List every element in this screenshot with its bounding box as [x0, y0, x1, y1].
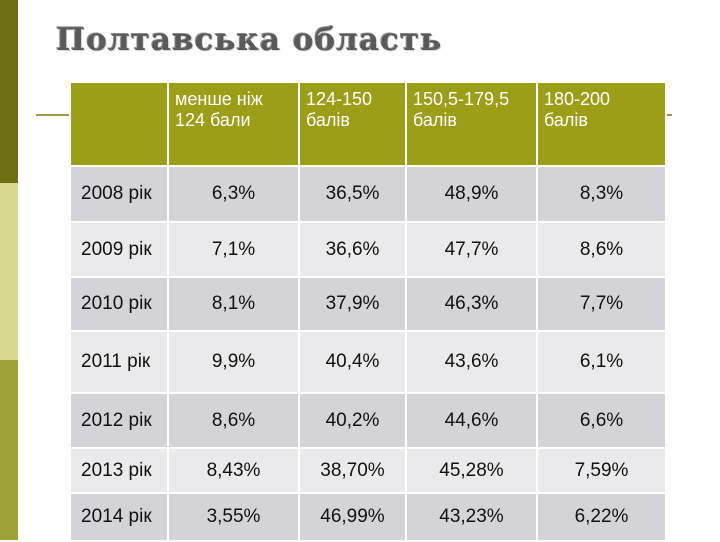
- table-cell: 8,6%: [167, 392, 300, 449]
- decorative-stripe-middle: [0, 183, 18, 360]
- table-row: 2012 рік 8,6% 40,2% 44,6% 6,6%: [69, 392, 667, 449]
- table-cell: 8,1%: [167, 276, 300, 332]
- results-table: менше ніж 124 бали 124-150 балів 150,5-1…: [69, 81, 667, 542]
- decorative-stripe-top: [0, 0, 18, 183]
- table-cell: 8,3%: [536, 165, 667, 223]
- table-cell: 7,7%: [536, 276, 667, 332]
- table-cell: 48,9%: [405, 165, 538, 223]
- table-cell: 6,6%: [536, 392, 667, 449]
- table-header-cell: менше ніж 124 бали: [167, 81, 300, 167]
- row-year-label: 2011 рік: [69, 330, 169, 394]
- table-cell: 9,9%: [167, 330, 300, 394]
- table-cell: 6,1%: [536, 330, 667, 394]
- table-cell: 43,23%: [405, 492, 538, 542]
- table-cell: 45,28%: [405, 447, 538, 494]
- decorative-stripe-bottom: [0, 360, 18, 540]
- table-cell: 40,2%: [298, 392, 407, 449]
- row-year-label: 2008 рік: [69, 165, 169, 223]
- table-header-corner: [69, 81, 169, 167]
- table-header-cell: 124-150 балів: [298, 81, 407, 167]
- row-year-label: 2012 рік: [69, 392, 169, 449]
- table-cell: 7,1%: [167, 221, 300, 278]
- table-header-row: менше ніж 124 бали 124-150 балів 150,5-1…: [69, 81, 667, 167]
- table-cell: 40,4%: [298, 330, 407, 394]
- table-cell: 8,6%: [536, 221, 667, 278]
- table-cell: 6,22%: [536, 492, 667, 542]
- table-cell: 44,6%: [405, 392, 538, 449]
- table-cell: 37,9%: [298, 276, 407, 332]
- table-cell: 36,6%: [298, 221, 407, 278]
- table-row: 2013 рік 8,43% 38,70% 45,28% 7,59%: [69, 447, 667, 494]
- row-year-label: 2013 рік: [69, 447, 169, 494]
- table-row: 2011 рік 9,9% 40,4% 43,6% 6,1%: [69, 330, 667, 394]
- table-header-cell: 150,5-179,5 балів: [405, 81, 538, 167]
- table-cell: 43,6%: [405, 330, 538, 394]
- table-row: 2009 рік 7,1% 36,6% 47,7% 8,6%: [69, 221, 667, 278]
- table-row: 2014 рік 3,55% 46,99% 43,23% 6,22%: [69, 492, 667, 542]
- row-year-label: 2010 рік: [69, 276, 169, 332]
- table-cell: 46,99%: [298, 492, 407, 542]
- table-cell: 3,55%: [167, 492, 300, 542]
- table-header-cell: 180-200 балів: [536, 81, 667, 167]
- table-cell: 7,59%: [536, 447, 667, 494]
- table-cell: 46,3%: [405, 276, 538, 332]
- table-cell: 36,5%: [298, 165, 407, 223]
- row-year-label: 2009 рік: [69, 221, 169, 278]
- table-cell: 47,7%: [405, 221, 538, 278]
- table-cell: 8,43%: [167, 447, 300, 494]
- table-row: 2008 рік 6,3% 36,5% 48,9% 8,3%: [69, 165, 667, 223]
- row-year-label: 2014 рік: [69, 492, 169, 542]
- table-cell: 38,70%: [298, 447, 407, 494]
- table-cell: 6,3%: [167, 165, 300, 223]
- table-row: 2010 рік 8,1% 37,9% 46,3% 7,7%: [69, 276, 667, 332]
- page-title: Полтавська область: [56, 22, 443, 58]
